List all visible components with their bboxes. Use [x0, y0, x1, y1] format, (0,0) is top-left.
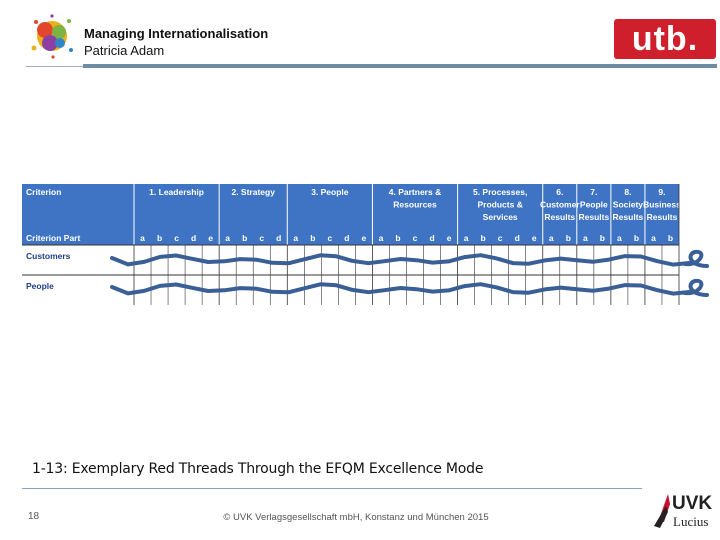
criterion-part-8a: a [617, 233, 622, 243]
criterion-header-line: Results [544, 212, 575, 222]
criterion-header-4: 4. Partners & Resources [389, 187, 441, 210]
criterion-part-3c: c [327, 233, 332, 243]
criterion-part-2d: d [276, 233, 281, 243]
criterion-part-2a: a [225, 233, 230, 243]
copyright-notice: © UVK Verlagsgesellschaft mbH, Konstanz … [0, 512, 720, 523]
criterion-part-5e: e [532, 233, 537, 243]
criterion-part-3e: e [362, 233, 367, 243]
criterion-part-7a: a [583, 233, 588, 243]
criterion-part-5c: c [498, 233, 503, 243]
criterion-part-1a: a [140, 233, 145, 243]
criterion-part-1d: d [191, 233, 196, 243]
criterion-header-line: Results [578, 212, 609, 222]
criterion-part-9b: b [668, 233, 673, 243]
criterion-part-5d: d [515, 233, 520, 243]
thread-customers [110, 253, 691, 267]
criterion-header-line: 3. People [311, 187, 349, 197]
criterion-part-4a: a [379, 233, 384, 243]
criterion-header-label: Criterion [26, 187, 61, 197]
criterion-header-line: 2. Strategy [231, 187, 275, 197]
criterion-header-line: Products & [478, 200, 523, 210]
header-divider-thin [26, 66, 83, 67]
criterion-header-line: 5. Processes, [473, 187, 527, 197]
criterion-part-4e: e [447, 233, 452, 243]
criterion-header-line: Society [613, 200, 644, 210]
criterion-header-7: 7. People Results [578, 187, 609, 222]
copyright-text: © UVK Verlagsgesellschaft mbH, Konstanz … [223, 512, 489, 523]
criterion-header-line: Services [483, 212, 518, 222]
row-label-customers: Customers [26, 251, 71, 261]
criterion-part-4b: b [395, 233, 400, 243]
criterion-part-3a: a [293, 233, 298, 243]
figure-caption: 1-13: Exemplary Red Threads Through the … [32, 461, 484, 477]
criterion-header-1: 1. Leadership [149, 187, 204, 197]
criterion-header-line: 1. Leadership [149, 187, 204, 197]
header-divider [83, 64, 717, 68]
author-name: Patricia Adam [84, 43, 165, 58]
criterion-part-label: Criterion Part [26, 233, 80, 243]
criterion-header-line: 8. [624, 187, 631, 197]
criterion-header-line: Business [643, 200, 681, 210]
criterion-header-line: 7. [590, 187, 597, 197]
criterion-header-3: 3. People [311, 187, 349, 197]
table-header-bg [22, 184, 679, 245]
uvk-brand: UVK [672, 493, 713, 514]
criterion-header-line: Customer [540, 200, 580, 210]
criterion-part-1c: c [174, 233, 179, 243]
criterion-header-line: 4. Partners & [389, 187, 441, 197]
criterion-header-line: 9. [658, 187, 665, 197]
splash-logo-icon [31, 14, 73, 59]
criterion-header-line: Resources [393, 200, 437, 210]
criterion-part-9a: a [651, 233, 656, 243]
row-label-people: People [26, 281, 54, 291]
efqm-red-threads-figure: Criterion Criterion Part 1. Leadership a b c d… [22, 184, 712, 306]
criterion-header-line: Results [613, 212, 644, 222]
criterion-part-4d: d [429, 233, 434, 243]
criterion-part-6b: b [566, 233, 571, 243]
thread-people [110, 282, 691, 296]
criterion-part-3d: d [344, 233, 349, 243]
page-number: 18 [28, 511, 40, 522]
criterion-part-6a: a [549, 233, 554, 243]
thread-customers-curl [683, 249, 709, 268]
efqm-table: Criterion Criterion Part 1. Leadership a b c d… [22, 184, 709, 305]
criterion-part-5a: a [464, 233, 469, 243]
criterion-part-1b: b [157, 233, 162, 243]
criterion-header-9: 9. Business Results [643, 187, 681, 222]
criterion-part-3b: b [310, 233, 315, 243]
criterion-header-line: Results [647, 212, 678, 222]
criterion-part-7b: b [600, 233, 605, 243]
uvk-logo-icon [654, 494, 670, 528]
criterion-part-2c: c [259, 233, 264, 243]
criterion-part-8b: b [634, 233, 639, 243]
thread-people-curl [683, 278, 709, 297]
presentation-title: Managing Internationalisation [84, 26, 269, 41]
criterion-header-line: 6. [556, 187, 563, 197]
criterion-header-line: People [580, 200, 608, 210]
criterion-part-1e: e [208, 233, 213, 243]
criterion-header-2: 2. Strategy [231, 187, 275, 197]
criterion-part-5b: b [481, 233, 486, 243]
criterion-part-4c: c [413, 233, 418, 243]
criterion-header-5: 5. Processes, Products & Services [473, 187, 527, 222]
footer-divider [22, 488, 642, 489]
criterion-header-6: 6. Customer Results [540, 187, 580, 222]
criterion-header-8: 8. Society Results [613, 187, 644, 222]
criterion-part-2b: b [242, 233, 247, 243]
uvk-sub-brand: Lucius [673, 514, 709, 529]
utb-logo: utb. [614, 19, 716, 59]
